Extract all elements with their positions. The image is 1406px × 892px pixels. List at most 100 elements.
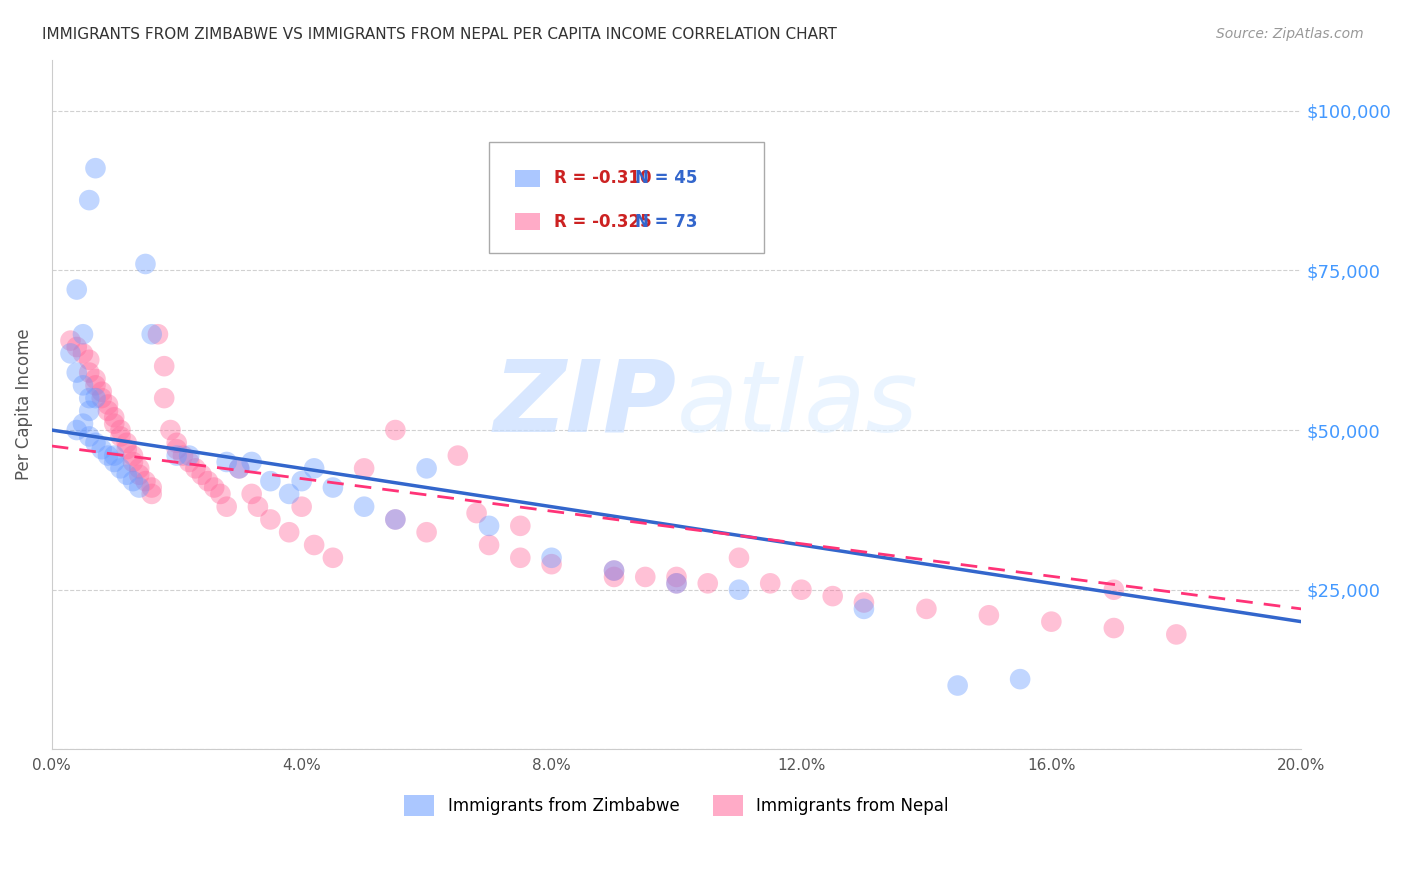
Point: [110, 423, 132, 437]
Point: [759, 576, 782, 591]
Point: [110, 461, 132, 475]
Point: [77, 352, 100, 367]
Point: [179, 455, 201, 469]
FancyBboxPatch shape: [516, 213, 540, 230]
Point: [821, 589, 844, 603]
Text: R = -0.325: R = -0.325: [554, 212, 651, 231]
Point: [228, 461, 250, 475]
Point: [122, 455, 145, 469]
Point: [665, 570, 688, 584]
Text: IMMIGRANTS FROM ZIMBABWE VS IMMIGRANTS FROM NEPAL PER CAPITA INCOME CORRELATION : IMMIGRANTS FROM ZIMBABWE VS IMMIGRANTS F…: [42, 27, 837, 42]
Point: [179, 449, 201, 463]
Point: [103, 410, 125, 425]
Point: [353, 461, 375, 475]
Point: [166, 435, 188, 450]
Point: [447, 449, 470, 463]
Point: [110, 429, 132, 443]
Point: [728, 582, 751, 597]
Point: [134, 474, 156, 488]
Point: [84, 372, 107, 386]
Point: [946, 679, 969, 693]
Point: [66, 366, 89, 380]
Point: [72, 346, 94, 360]
Point: [240, 455, 263, 469]
Point: [72, 417, 94, 431]
Point: [90, 384, 112, 399]
Point: [259, 512, 281, 526]
Point: [465, 506, 488, 520]
Point: [97, 449, 120, 463]
FancyBboxPatch shape: [489, 143, 763, 252]
Point: [97, 397, 120, 411]
Point: [278, 487, 301, 501]
Point: [302, 461, 325, 475]
Point: [72, 327, 94, 342]
Point: [197, 474, 219, 488]
Point: [72, 378, 94, 392]
Point: [59, 346, 82, 360]
Point: [209, 487, 232, 501]
Point: [291, 500, 314, 514]
Point: [141, 487, 163, 501]
Text: Source: ZipAtlas.com: Source: ZipAtlas.com: [1216, 27, 1364, 41]
Point: [353, 500, 375, 514]
Point: [665, 576, 688, 591]
Point: [128, 481, 150, 495]
Point: [90, 442, 112, 457]
Point: [153, 391, 176, 405]
Point: [665, 576, 688, 591]
Point: [977, 608, 1000, 623]
Point: [540, 550, 562, 565]
Point: [84, 378, 107, 392]
Legend: Immigrants from Zimbabwe, Immigrants from Nepal: Immigrants from Zimbabwe, Immigrants fro…: [396, 787, 957, 824]
Text: ZIP: ZIP: [494, 356, 676, 453]
Point: [66, 340, 89, 354]
Point: [77, 404, 100, 418]
Y-axis label: Per Capita Income: Per Capita Income: [15, 328, 32, 480]
Point: [103, 455, 125, 469]
Point: [215, 455, 238, 469]
Point: [509, 550, 531, 565]
Point: [66, 283, 89, 297]
Point: [184, 461, 207, 475]
Point: [384, 423, 406, 437]
Point: [322, 481, 344, 495]
Point: [790, 582, 813, 597]
Point: [259, 474, 281, 488]
Point: [77, 366, 100, 380]
Point: [415, 461, 437, 475]
FancyBboxPatch shape: [516, 170, 540, 186]
Point: [246, 500, 269, 514]
Text: atlas: atlas: [676, 356, 918, 453]
Point: [153, 359, 176, 374]
Point: [190, 467, 212, 482]
Point: [1166, 627, 1188, 641]
Point: [603, 570, 626, 584]
Point: [202, 481, 225, 495]
Point: [84, 161, 107, 176]
Point: [66, 423, 89, 437]
Point: [384, 512, 406, 526]
Point: [141, 327, 163, 342]
Point: [128, 467, 150, 482]
Text: R = -0.310: R = -0.310: [554, 169, 651, 187]
Point: [122, 449, 145, 463]
Point: [1102, 582, 1125, 597]
Point: [59, 334, 82, 348]
Point: [97, 404, 120, 418]
Point: [1102, 621, 1125, 635]
Point: [302, 538, 325, 552]
Point: [103, 449, 125, 463]
Point: [696, 576, 718, 591]
Point: [77, 391, 100, 405]
Point: [478, 538, 501, 552]
Point: [509, 519, 531, 533]
Point: [852, 602, 875, 616]
Point: [228, 461, 250, 475]
Point: [1040, 615, 1063, 629]
Point: [540, 557, 562, 571]
Point: [166, 442, 188, 457]
Point: [146, 327, 169, 342]
Point: [90, 391, 112, 405]
Point: [115, 435, 138, 450]
